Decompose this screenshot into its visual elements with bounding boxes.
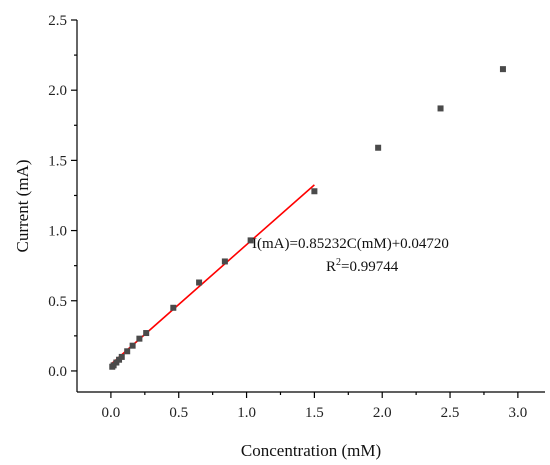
- data-point: [437, 105, 444, 112]
- data-point: [221, 258, 228, 265]
- data-point: [118, 353, 125, 360]
- r-squared-label: R2=0.99744: [326, 257, 399, 275]
- y-ticks: 0.0 0.5 1.0 1.5 2.0 2.5: [48, 13, 77, 380]
- y-tick-label: 0.0: [48, 364, 67, 380]
- x-tick-label: 3.0: [508, 405, 527, 421]
- fit-equation-label: I(mA)=0.85232C(mM)+0.04720: [252, 236, 449, 252]
- x-tick-label: 2.5: [441, 405, 460, 421]
- data-point: [311, 188, 318, 195]
- data-point: [247, 237, 254, 244]
- data-point: [499, 66, 506, 73]
- x-tick-label: 2.0: [373, 405, 392, 421]
- data-point: [143, 330, 150, 337]
- data-point: [375, 144, 382, 151]
- r-squared-value: =0.99744: [341, 259, 399, 275]
- y-tick-label: 2.0: [48, 83, 67, 99]
- y-axis-title: Current (mA): [13, 159, 32, 252]
- data-point: [129, 342, 136, 349]
- r-squared-prefix: R: [326, 259, 336, 275]
- x-ticks: 0.0 0.5 1.0 1.5 2.0 2.5 3.0: [102, 392, 527, 421]
- data-point: [136, 335, 143, 342]
- y-tick-label: 1.5: [48, 153, 67, 169]
- x-axis-title: Concentration (mM): [241, 441, 381, 460]
- x-tick-label: 0.5: [169, 405, 188, 421]
- axes: [76, 20, 545, 393]
- data-points: [109, 66, 506, 370]
- y-tick-label: 2.5: [48, 13, 67, 29]
- y-tick-label: 0.5: [48, 294, 67, 310]
- y-tick-label: 1.0: [48, 224, 67, 240]
- x-tick-label: 1.5: [305, 405, 324, 421]
- data-point: [170, 304, 177, 311]
- data-point: [196, 279, 203, 286]
- x-tick-label: 0.0: [102, 405, 121, 421]
- data-point: [124, 348, 131, 355]
- x-tick-label: 1.0: [237, 405, 256, 421]
- r-squared-superscript: 2: [336, 257, 341, 268]
